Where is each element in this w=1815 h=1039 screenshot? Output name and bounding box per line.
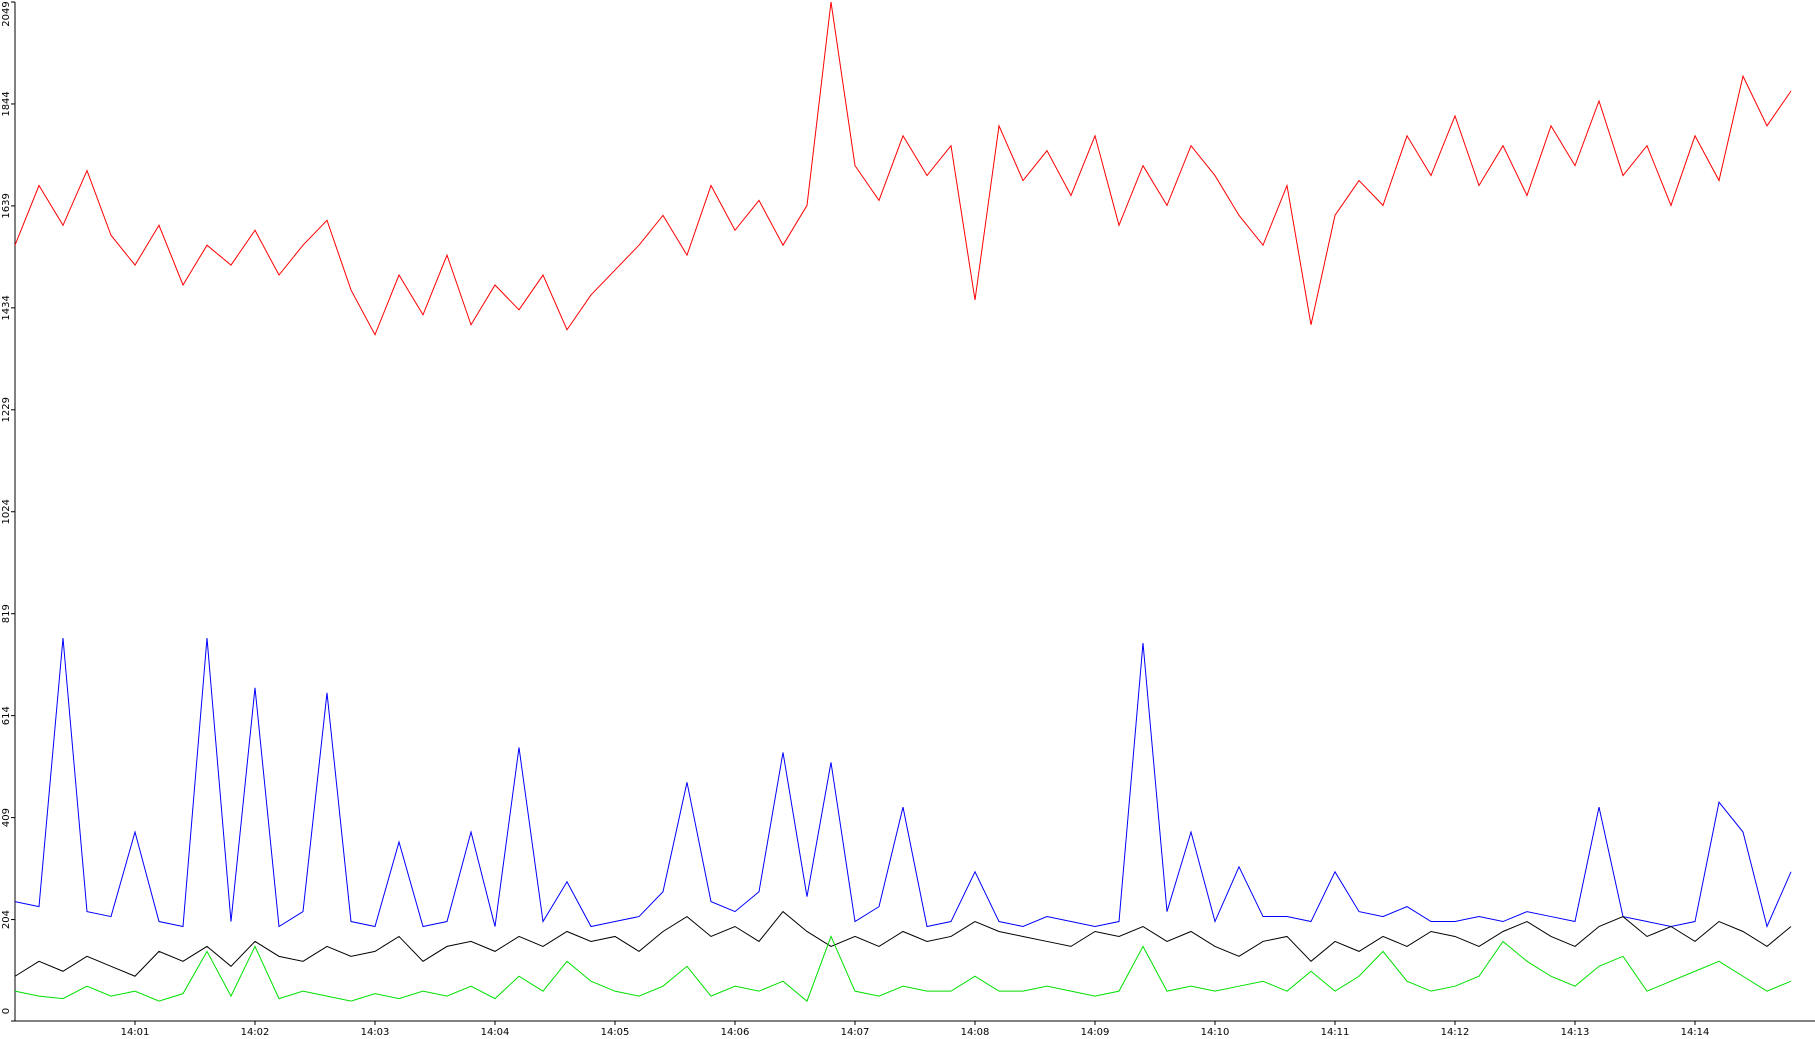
x-tick-label: 14:01	[121, 1027, 150, 1038]
x-tick-label: 14:14	[1681, 1027, 1710, 1038]
y-tick-label: 204	[1, 910, 12, 929]
series-line	[14, 935, 1792, 1002]
y-tick-label: 0	[1, 1008, 12, 1014]
x-tick-label: 14:13	[1561, 1027, 1590, 1038]
y-tick-label: 1844	[1, 91, 12, 116]
x-tick-label: 14:11	[1321, 1027, 1350, 1038]
y-tick-label: 1229	[1, 397, 12, 422]
y-tick-label: 614	[1, 706, 12, 725]
y-tick-label: 1639	[1, 193, 12, 218]
x-tick-label: 14:12	[1441, 1027, 1470, 1038]
y-tick-label: 819	[1, 604, 12, 623]
series-line	[14, 638, 1792, 929]
y-tick-label: 1024	[1, 499, 12, 524]
x-tick-label: 14:07	[841, 1027, 870, 1038]
x-tick-label: 14:09	[1081, 1027, 1110, 1038]
x-tick-label: 14:10	[1201, 1027, 1230, 1038]
x-tick-label: 14:03	[361, 1027, 390, 1038]
y-tick-label: 2049	[1, 1, 12, 26]
x-tick-label: 14:04	[481, 1027, 510, 1038]
x-tick-label: 14:05	[601, 1027, 630, 1038]
x-tick-label: 14:08	[961, 1027, 990, 1038]
series-line	[14, 1, 1792, 336]
series-line	[14, 910, 1792, 977]
x-tick-label: 14:06	[721, 1027, 750, 1038]
y-tick-label: 409	[1, 808, 12, 827]
y-tick-label: 1434	[1, 295, 12, 320]
x-tick-label: 14:02	[241, 1027, 270, 1038]
